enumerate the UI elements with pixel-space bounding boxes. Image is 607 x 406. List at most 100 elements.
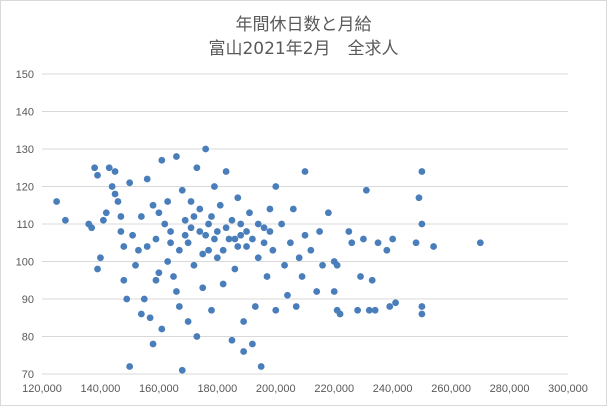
data-point — [263, 273, 271, 280]
data-point — [476, 239, 484, 247]
data-point — [301, 231, 309, 239]
x-tick-label: 280,000 — [490, 383, 530, 395]
x-tick-label: 300,000 — [548, 383, 588, 395]
data-point — [345, 228, 353, 235]
data-point — [193, 164, 201, 172]
data-point — [360, 235, 367, 243]
data-point — [164, 258, 172, 265]
data-point — [88, 224, 96, 232]
data-point — [298, 273, 306, 280]
data-point — [412, 239, 420, 247]
data-point — [243, 228, 250, 235]
x-tick-label: 200,000 — [256, 383, 296, 395]
data-point — [190, 213, 198, 220]
data-point — [117, 213, 125, 220]
x-tick-label: 220,000 — [314, 383, 354, 395]
data-point — [324, 209, 332, 217]
data-point — [208, 213, 215, 220]
chart-subtitle: 富山2021年2月 全求人 — [208, 39, 399, 59]
data-point — [111, 190, 119, 198]
data-point — [184, 318, 192, 325]
data-point — [108, 183, 116, 190]
data-point — [193, 333, 201, 340]
y-tick-label: 130 — [16, 144, 34, 156]
data-point — [94, 265, 101, 273]
data-point — [249, 340, 256, 348]
data-point — [152, 235, 160, 243]
data-point — [167, 228, 174, 235]
data-point — [173, 288, 180, 295]
data-point — [231, 235, 239, 243]
data-point — [251, 303, 259, 310]
data-point — [219, 246, 227, 254]
data-point — [61, 216, 69, 224]
data-point — [155, 209, 163, 217]
data-point — [246, 209, 253, 217]
data-point — [240, 348, 248, 355]
data-point — [418, 303, 426, 310]
data-point — [102, 209, 110, 217]
data-point — [430, 243, 437, 250]
data-point — [383, 246, 391, 254]
data-point — [211, 183, 218, 190]
x-tick-label: 260,000 — [431, 383, 471, 395]
data-point — [278, 220, 286, 228]
data-point — [216, 201, 224, 209]
data-point — [219, 280, 227, 288]
data-point — [249, 235, 256, 243]
data-point — [213, 254, 221, 262]
data-point — [143, 243, 151, 250]
data-point — [415, 194, 423, 202]
data-point — [175, 303, 183, 310]
chart-title: 年間休日数と月給 — [235, 15, 372, 35]
data-point — [129, 231, 136, 239]
data-point — [135, 246, 142, 254]
data-point — [319, 261, 326, 269]
data-point — [254, 220, 262, 228]
data-point — [202, 231, 210, 239]
data-point — [205, 246, 212, 254]
data-point — [348, 239, 356, 247]
data-point — [114, 198, 122, 205]
data-point — [418, 220, 426, 228]
data-point — [190, 261, 198, 269]
data-point — [137, 310, 145, 318]
data-point — [365, 306, 373, 314]
gridlines — [42, 73, 568, 375]
data-point — [105, 164, 113, 172]
data-point — [392, 299, 399, 307]
data-points — [53, 145, 484, 374]
data-point — [354, 306, 361, 314]
data-point — [126, 179, 134, 187]
data-point — [272, 306, 280, 314]
data-point — [120, 243, 128, 250]
data-point — [231, 265, 239, 273]
data-point — [173, 153, 180, 160]
data-point — [260, 224, 268, 232]
data-point — [292, 303, 300, 310]
data-point — [243, 243, 250, 250]
data-point — [111, 168, 119, 175]
data-point — [146, 314, 154, 322]
y-tick-label: 80 — [22, 332, 34, 344]
data-point — [91, 164, 98, 172]
data-point — [266, 228, 274, 235]
y-tick-label: 100 — [16, 257, 34, 269]
data-point — [158, 156, 166, 164]
data-point — [222, 168, 230, 175]
data-point — [295, 254, 303, 262]
y-tick-label: 120 — [16, 182, 34, 194]
data-point — [284, 291, 291, 299]
data-point — [313, 288, 321, 295]
data-point — [333, 261, 341, 269]
data-point — [187, 224, 195, 232]
data-point — [281, 261, 288, 269]
data-point — [123, 295, 131, 303]
data-point — [286, 239, 294, 247]
data-point — [187, 198, 195, 205]
data-point — [357, 273, 364, 280]
data-point — [257, 363, 265, 370]
data-point — [132, 261, 139, 269]
data-point — [178, 366, 186, 374]
